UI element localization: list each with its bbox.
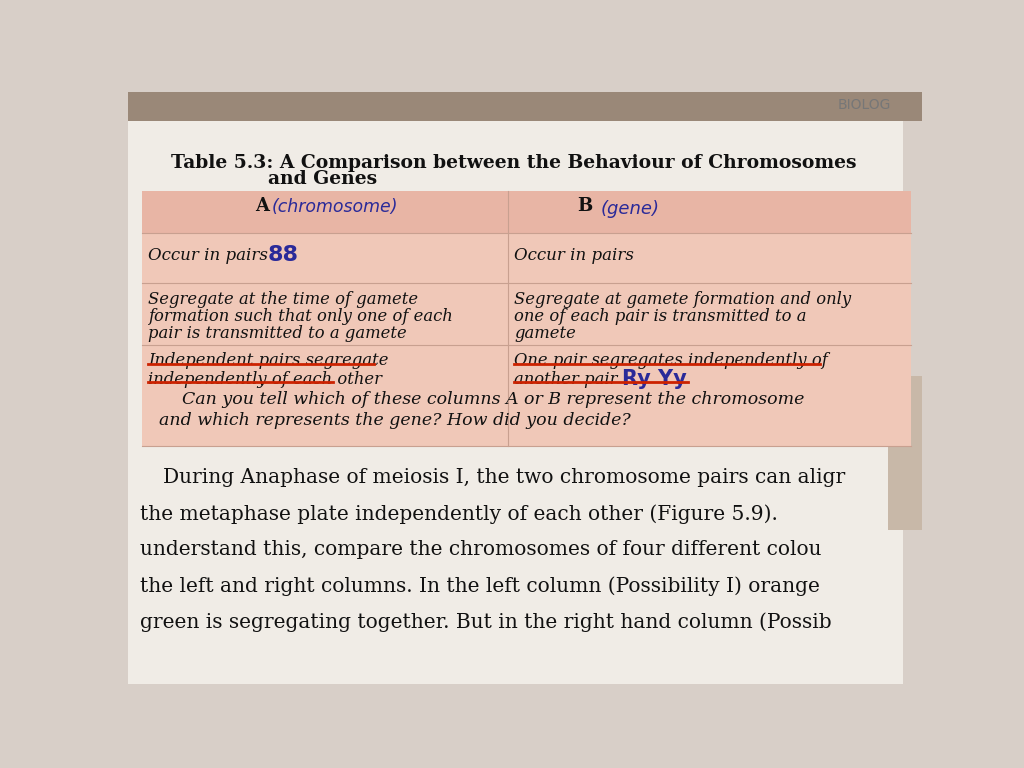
Text: Occur in pairs: Occur in pairs [514, 247, 634, 264]
Text: BIOLOG: BIOLOG [838, 98, 891, 112]
Text: Segregate at gamete formation and only: Segregate at gamete formation and only [514, 291, 851, 308]
Text: green is segregating together. But in the right hand column (Possib: green is segregating together. But in th… [139, 613, 831, 632]
Text: Can you tell which of these columns A or B represent the chromosome: Can you tell which of these columns A or… [182, 391, 805, 408]
Text: the metaphase plate independently of each other (Figure 5.9).: the metaphase plate independently of eac… [139, 504, 777, 524]
Text: and which represents the gene? How did you decide?: and which represents the gene? How did y… [159, 412, 631, 429]
Text: independently of each other: independently of each other [148, 371, 382, 388]
Text: Occur in pairs: Occur in pairs [148, 247, 268, 264]
Bar [128, 92, 922, 121]
Text: During Anaphase of meiosis I, the two chromosome pairs can aligr: During Anaphase of meiosis I, the two ch… [163, 468, 845, 487]
Text: Ry Yy: Ry Yy [623, 369, 687, 389]
Text: gamete: gamete [514, 325, 575, 342]
Text: Table 5.3: A Comparison between the Behaviour of Chromosomes: Table 5.3: A Comparison between the Beha… [171, 154, 856, 172]
Text: 88: 88 [267, 245, 299, 265]
Text: another pair: another pair [514, 371, 617, 388]
Text: (gene): (gene) [601, 200, 659, 218]
Text: Segregate at the time of gamete: Segregate at the time of gamete [148, 291, 418, 308]
Text: pair is transmitted to a gamete: pair is transmitted to a gamete [148, 325, 407, 342]
Bar [888, 376, 922, 529]
Text: (chromosome): (chromosome) [272, 198, 398, 217]
Text: formation such that only one of each: formation such that only one of each [148, 308, 453, 325]
Text: A: A [255, 197, 269, 215]
Text: One pair segregates independently of: One pair segregates independently of [514, 353, 827, 369]
Bar [142, 190, 910, 233]
Text: one of each pair is transmitted to a: one of each pair is transmitted to a [514, 308, 807, 325]
Text: and Genes: and Genes [267, 170, 377, 188]
Text: B: B [578, 197, 593, 215]
Bar [142, 190, 910, 446]
Text: the left and right columns. In the left column (Possibility I) orange: the left and right columns. In the left … [139, 577, 819, 596]
Text: Independent pairs segregate: Independent pairs segregate [148, 353, 389, 369]
Text: understand this, compare the chromosomes of four different colou: understand this, compare the chromosomes… [139, 541, 821, 559]
